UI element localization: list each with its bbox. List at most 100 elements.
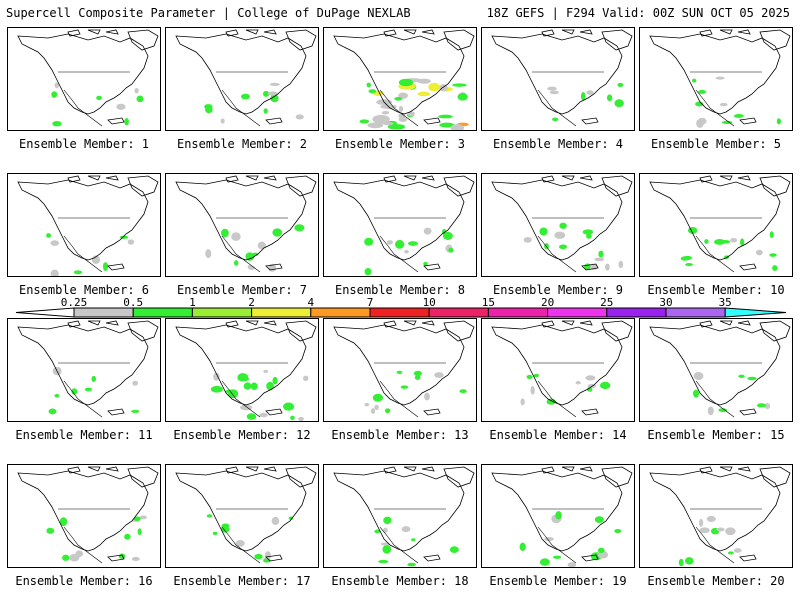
coastline: [107, 408, 125, 416]
ensemble-member-label: Ensemble Member: 7: [176, 283, 308, 297]
scp-shade-area: [586, 233, 592, 239]
scp-shade-area: [387, 123, 406, 130]
scp-shade-area: [714, 239, 726, 245]
coastline: [225, 466, 239, 474]
coastline: [263, 320, 277, 326]
scp-shade-area: [124, 533, 131, 540]
scp-shade-area: [398, 92, 408, 99]
coastline: [443, 320, 475, 342]
ensemble-member-label: Ensemble Member: 5: [650, 137, 782, 151]
scp-shade-area: [693, 389, 700, 398]
ensemble-member-label: Ensemble Member: 9: [492, 283, 624, 297]
north-america-map: [175, 175, 317, 273]
scp-shade-area: [546, 398, 556, 405]
scp-shade-area: [380, 542, 390, 546]
colorbar-segment: [665, 307, 726, 318]
scp-shade-area: [716, 527, 725, 532]
coastline: [285, 175, 317, 197]
ensemble-member-label: Ensemble Member: 3: [334, 137, 466, 151]
coastline: [759, 320, 791, 342]
coastline: [263, 175, 277, 181]
scp-shade-area: [254, 553, 263, 560]
coastline: [87, 466, 101, 472]
coastline: [737, 29, 751, 35]
scp-shade-area: [618, 260, 624, 269]
coastline: [245, 175, 259, 181]
coastline: [105, 320, 119, 326]
scp-shade-area: [407, 111, 415, 117]
scp-shade-area: [520, 398, 525, 406]
political-border: [63, 89, 103, 127]
coastline: [541, 175, 555, 183]
coastline: [699, 29, 713, 37]
ensemble-member-label: Ensemble Member: 12: [173, 428, 311, 442]
scp-shade-area: [733, 113, 744, 118]
scp-shade-area: [423, 227, 432, 235]
coastline: [601, 320, 633, 342]
coastline: [175, 33, 307, 115]
ensemble-map-panel: [7, 318, 161, 422]
coastline: [579, 29, 593, 35]
political-border: [695, 380, 735, 418]
scp-shade-area: [594, 516, 604, 524]
ensemble-member-label: Ensemble Member: 19: [489, 574, 627, 588]
scp-shade-area: [552, 555, 562, 559]
ensemble-map-panel: [481, 318, 635, 422]
scp-shade-area: [272, 376, 278, 385]
scp-shade-area: [370, 408, 376, 415]
scp-shade-area: [685, 557, 694, 565]
scp-shade-area: [267, 91, 278, 96]
coastline: [699, 320, 713, 328]
coastline: [443, 466, 475, 488]
coastline: [649, 324, 781, 406]
scp-shade-area: [449, 546, 459, 553]
political-border: [63, 380, 103, 418]
coastline: [105, 29, 119, 35]
scp-shade-area: [725, 527, 736, 536]
colorbar-segment: [73, 307, 134, 318]
colorbar-tick-label: 7: [367, 296, 374, 309]
coastline: [739, 408, 757, 416]
scp-shade-area: [213, 372, 220, 381]
coastline: [601, 466, 633, 488]
scp-shade-area: [136, 95, 144, 103]
scp-shade-area: [204, 106, 213, 114]
coastline: [443, 29, 475, 51]
political-border: [695, 235, 735, 273]
coastline: [105, 466, 119, 472]
scp-shade-area: [697, 117, 707, 125]
scp-shade-area: [423, 261, 428, 266]
scp-shade-area: [374, 404, 379, 410]
ensemble-map-panel: [639, 173, 793, 277]
scp-shade-area: [364, 268, 372, 276]
coastline: [245, 466, 259, 472]
scp-shade-area: [250, 382, 258, 390]
coastline: [225, 320, 239, 328]
colorbar-segment: [547, 307, 608, 318]
scp-shade-area: [118, 553, 126, 559]
coastline: [491, 179, 623, 261]
scp-shade-area: [382, 544, 392, 554]
scp-shade-area: [547, 86, 557, 91]
ensemble-map-panel: [165, 27, 319, 131]
scp-shade-area: [459, 389, 467, 394]
colorbar-segment: [310, 307, 371, 318]
scp-shade-area: [134, 87, 139, 94]
coastline: [17, 33, 149, 115]
coastline: [491, 470, 623, 552]
political-border: [695, 89, 735, 127]
scp-shade-area: [755, 249, 763, 256]
ensemble-map-panel: [165, 464, 319, 568]
coastline: [265, 408, 283, 416]
north-america-map: [17, 320, 159, 418]
scp-shade-area: [606, 94, 613, 102]
north-america-map: [175, 29, 317, 127]
scp-shade-area: [434, 372, 444, 378]
coastline: [581, 554, 599, 562]
scp-shade-area: [298, 416, 304, 421]
scp-shade-area: [235, 540, 245, 547]
north-america-map: [649, 29, 791, 128]
ensemble-map-panel: [7, 173, 161, 277]
coastline: [175, 179, 307, 261]
scp-shade-area: [678, 558, 684, 567]
